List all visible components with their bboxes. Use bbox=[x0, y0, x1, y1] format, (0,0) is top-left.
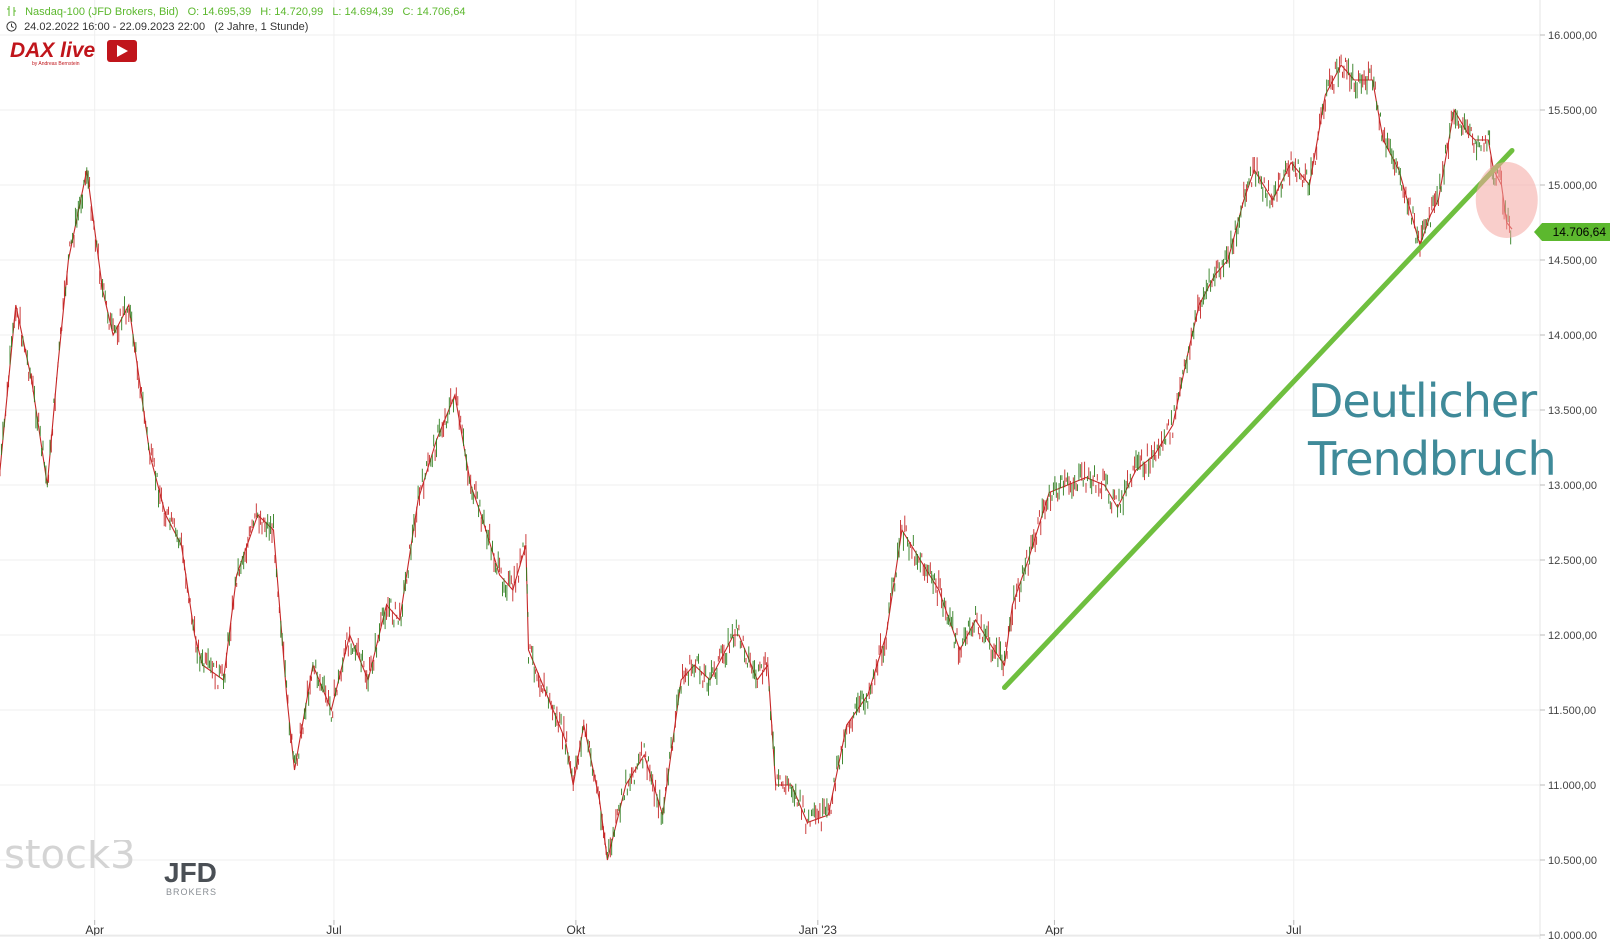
dax-live-logo: DAX live by Andreas Bernstein bbox=[10, 38, 142, 73]
y-tick-label: 11.000,00 bbox=[1548, 780, 1596, 792]
last-price-badge: 14.706,64 bbox=[1534, 223, 1610, 241]
x-tick-label: Apr bbox=[1045, 923, 1064, 937]
svg-text:stock3: stock3 bbox=[4, 840, 136, 876]
chart-type-icon bbox=[7, 6, 16, 16]
x-tick-label: Apr bbox=[85, 923, 104, 937]
y-tick-label: 10.000,00 bbox=[1548, 930, 1597, 939]
instrument-name: Nasdaq-100 (JFD Brokers, Bid) bbox=[25, 6, 179, 18]
y-axis: 16.000,00 15.500,00 15.000,00 14.500,00 14.0… bbox=[1539, 0, 1597, 939]
x-tick-label: Jul bbox=[326, 923, 341, 937]
svg-text:DAX live: DAX live bbox=[10, 39, 96, 62]
y-tick-label: 12.000,00 bbox=[1548, 630, 1597, 642]
y-tick-label: 14.000,00 bbox=[1548, 330, 1597, 342]
close-value: C: 14.706,64 bbox=[402, 6, 466, 18]
svg-text:BROKERS: BROKERS bbox=[166, 887, 217, 897]
x-tick-label: Jul bbox=[1286, 923, 1301, 937]
period-length: (2 Jahre, 1 Stunde) bbox=[214, 21, 309, 33]
y-tick-label: 12.500,00 bbox=[1548, 555, 1597, 567]
jfd-brokers-logo: JFD BROKERS bbox=[164, 857, 224, 905]
y-tick-label: 13.000,00 bbox=[1548, 480, 1597, 492]
y-tick-label: 10.500,00 bbox=[1548, 855, 1597, 867]
x-tick-label: Okt bbox=[567, 923, 586, 937]
y-tick-label: 11.500,00 bbox=[1548, 705, 1596, 717]
period-range: 24.02.2022 16:00 - 22.09.2023 22:00 bbox=[24, 21, 206, 33]
price-bars bbox=[0, 54, 1512, 859]
y-tick-label: 16.000,00 bbox=[1548, 30, 1597, 42]
grid bbox=[0, 0, 1540, 936]
stock3-logo: stock3 bbox=[4, 832, 154, 881]
open-value: O: 14.695,39 bbox=[187, 6, 252, 18]
chart-header-ohlc: Nasdaq-100 (JFD Brokers, Bid) O: 14.695,… bbox=[6, 5, 472, 18]
trendbreak-annotation: Deutlicher Trendbruch bbox=[1308, 372, 1557, 488]
y-tick-label: 15.500,00 bbox=[1548, 105, 1597, 117]
annotation-line-1: Deutlicher bbox=[1308, 374, 1537, 428]
svg-text:JFD: JFD bbox=[164, 858, 217, 888]
low-value: L: 14.694,39 bbox=[332, 6, 394, 18]
high-value: H: 14.720,99 bbox=[260, 6, 324, 18]
y-tick-label: 13.500,00 bbox=[1548, 405, 1597, 417]
trendline bbox=[1001, 148, 1515, 690]
trendbreak-highlight bbox=[1475, 162, 1538, 238]
y-tick-label: 15.000,00 bbox=[1548, 180, 1597, 192]
x-axis: Apr Jul Okt Jan '23 Apr Jul bbox=[0, 920, 1540, 937]
annotation-line-2: Trendbruch bbox=[1308, 432, 1557, 486]
x-tick-label: Jan '23 bbox=[799, 923, 838, 937]
y-tick-label: 14.500,00 bbox=[1548, 255, 1597, 267]
price-series-line bbox=[0, 64, 1513, 861]
clock-icon bbox=[6, 21, 17, 32]
svg-text:by Andreas Bernstein: by Andreas Bernstein bbox=[32, 61, 80, 67]
chart-header-period: 24.02.2022 16:00 - 22.09.2023 22:00 (2 J… bbox=[6, 21, 314, 33]
